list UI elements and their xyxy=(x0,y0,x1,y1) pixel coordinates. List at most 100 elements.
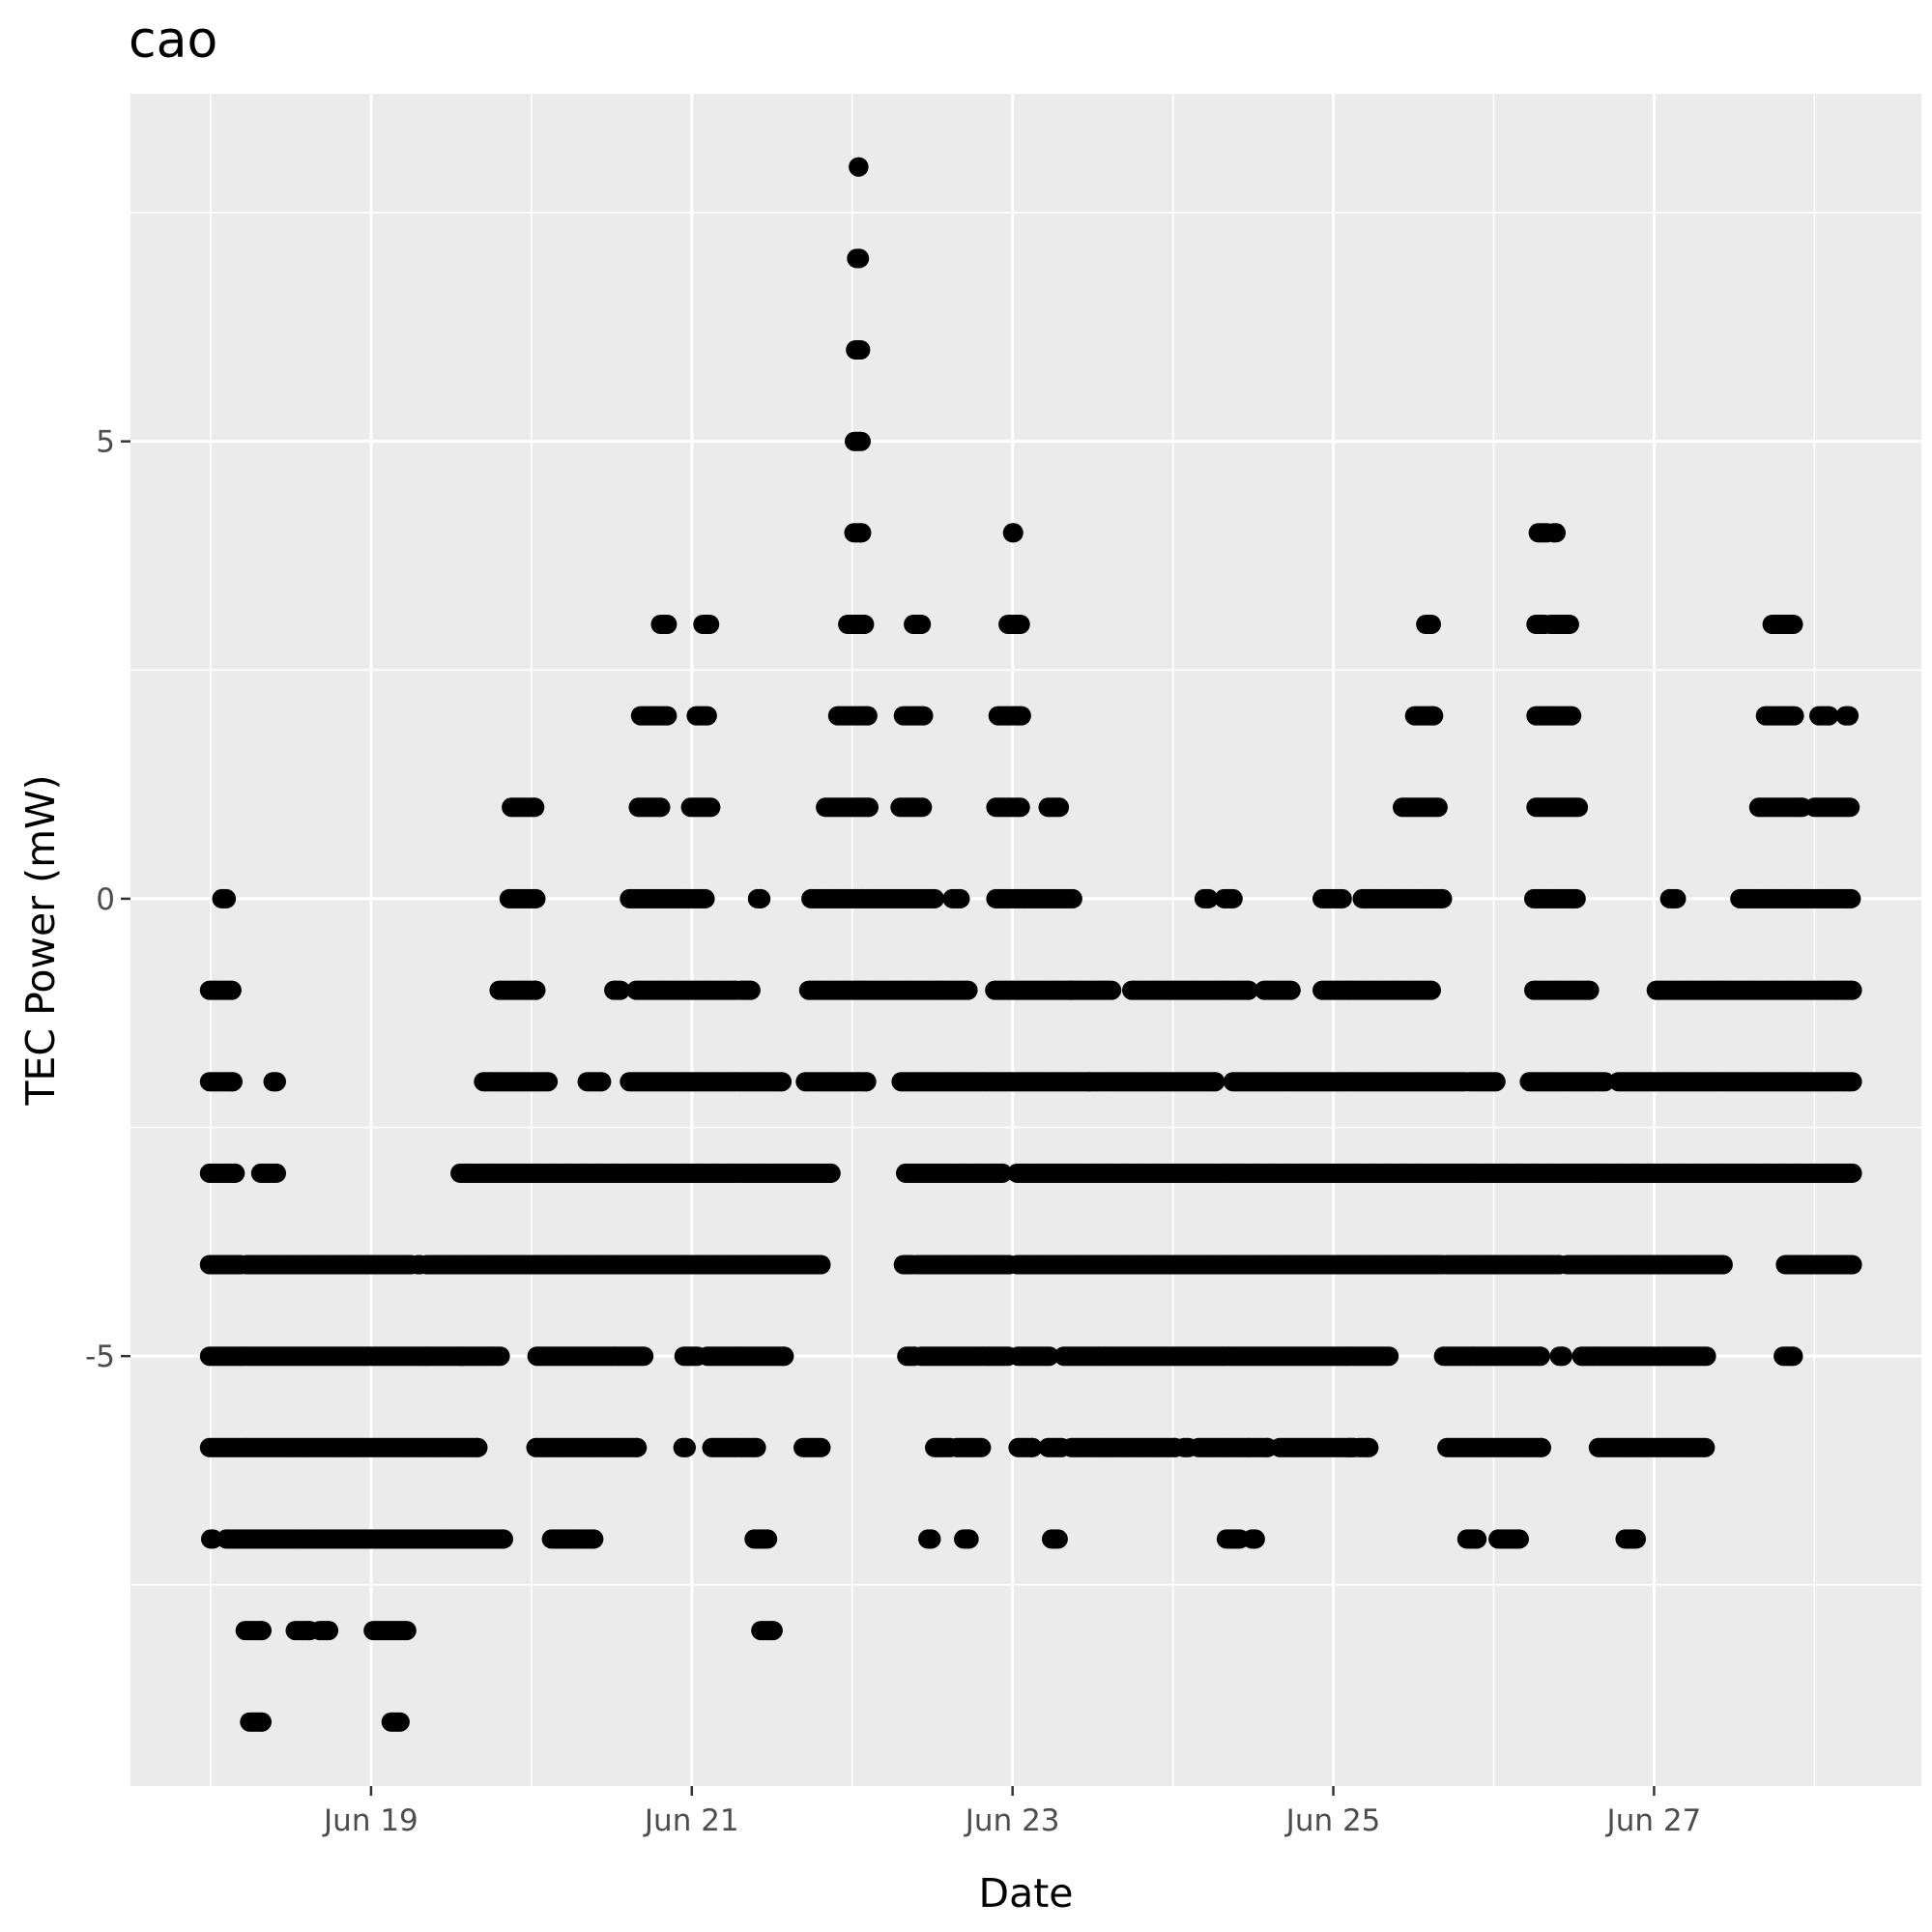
data-point xyxy=(650,797,671,818)
data-point xyxy=(1840,797,1860,818)
data-point xyxy=(396,1621,417,1641)
data-point xyxy=(1422,980,1441,1000)
data-point xyxy=(494,1529,513,1549)
data-point xyxy=(695,888,715,908)
data-point xyxy=(221,980,242,1000)
data-point xyxy=(1566,888,1586,908)
data-point xyxy=(971,1437,992,1457)
data-point xyxy=(859,797,879,818)
data-point xyxy=(216,888,237,908)
data-point xyxy=(1695,1437,1716,1457)
data-point xyxy=(925,888,944,908)
data-point xyxy=(1023,1437,1043,1457)
data-point xyxy=(1003,523,1024,543)
data-point xyxy=(851,340,871,360)
data-point xyxy=(1039,1346,1059,1367)
data-point xyxy=(993,1163,1013,1183)
data-point xyxy=(950,888,970,908)
data-point xyxy=(1332,888,1352,908)
y-tick-label: -5 xyxy=(85,1340,115,1374)
data-point xyxy=(611,980,630,1000)
data-point xyxy=(1842,1072,1862,1092)
data-point xyxy=(1842,1163,1862,1183)
data-point xyxy=(1783,615,1803,634)
x-tick-label: Jun 23 xyxy=(964,1803,1060,1838)
data-point xyxy=(657,706,678,726)
data-point xyxy=(1510,1529,1529,1549)
data-point xyxy=(913,706,934,726)
data-point xyxy=(911,615,932,634)
data-point xyxy=(921,1529,941,1549)
chart-title: cao xyxy=(129,12,218,70)
data-point xyxy=(538,1072,559,1092)
data-point xyxy=(319,1621,339,1641)
data-point xyxy=(267,1072,286,1092)
data-point xyxy=(1569,797,1589,818)
data-point xyxy=(1432,888,1453,908)
data-point xyxy=(1559,615,1579,634)
data-point xyxy=(1784,706,1804,726)
data-point xyxy=(1842,1254,1862,1275)
data-point xyxy=(857,706,878,726)
data-point xyxy=(1552,1346,1572,1367)
data-point xyxy=(223,1072,243,1092)
data-point xyxy=(700,615,720,634)
data-point xyxy=(1467,1529,1487,1549)
data-point xyxy=(1050,797,1070,818)
data-point xyxy=(389,1712,410,1732)
data-point xyxy=(1666,888,1687,908)
x-tick-label: Jun 19 xyxy=(322,1803,418,1838)
x-tick-label: Jun 25 xyxy=(1284,1803,1381,1838)
data-points xyxy=(199,157,1862,1732)
data-point xyxy=(225,1163,245,1183)
data-point xyxy=(758,1529,778,1549)
panel-background xyxy=(130,94,1921,1786)
data-point xyxy=(584,1529,604,1549)
axes: Jun 19 Jun 21 Jun 23 Jun 25 Jun 27 -5 0 5 xyxy=(85,425,1701,1838)
y-tick-label: 0 xyxy=(96,882,115,917)
data-point xyxy=(811,1437,831,1457)
data-point xyxy=(1485,1072,1506,1092)
data-point xyxy=(763,1621,783,1641)
data-point xyxy=(1532,1437,1551,1457)
data-point xyxy=(1245,1529,1265,1549)
data-point xyxy=(657,615,678,634)
data-point xyxy=(1223,888,1243,908)
data-point xyxy=(697,706,717,726)
plot-panel xyxy=(130,94,1921,1786)
x-tick-label: Jun 21 xyxy=(643,1803,739,1838)
data-point xyxy=(468,1437,488,1457)
data-point xyxy=(774,1346,794,1367)
data-point xyxy=(1783,1346,1803,1367)
data-point xyxy=(1427,797,1448,818)
y-tick-label: 5 xyxy=(96,425,115,460)
x-tick-label: Jun 27 xyxy=(1605,1803,1702,1838)
data-point xyxy=(490,1346,510,1367)
data-point xyxy=(1010,797,1030,818)
data-point xyxy=(958,980,978,1000)
data-point xyxy=(1842,980,1862,1000)
data-point xyxy=(526,980,546,1000)
data-point xyxy=(1579,980,1600,1000)
data-point xyxy=(1713,1254,1733,1275)
data-point xyxy=(634,1346,654,1367)
data-point xyxy=(751,888,771,908)
data-point xyxy=(1841,888,1861,908)
data-point xyxy=(1819,706,1839,726)
data-point xyxy=(811,1254,831,1275)
data-point xyxy=(252,1621,272,1641)
data-point xyxy=(525,797,545,818)
data-point xyxy=(1627,1529,1646,1549)
data-point xyxy=(821,1163,841,1183)
data-point xyxy=(1198,888,1219,908)
data-point xyxy=(1359,1437,1379,1457)
data-point xyxy=(1546,523,1566,543)
data-point xyxy=(740,980,761,1000)
data-point xyxy=(1102,980,1122,1000)
data-point xyxy=(701,797,721,818)
data-point xyxy=(591,1072,612,1092)
y-axis-title: TEC Power (mW) xyxy=(17,774,64,1106)
data-point xyxy=(677,1437,696,1457)
data-point xyxy=(526,888,546,908)
